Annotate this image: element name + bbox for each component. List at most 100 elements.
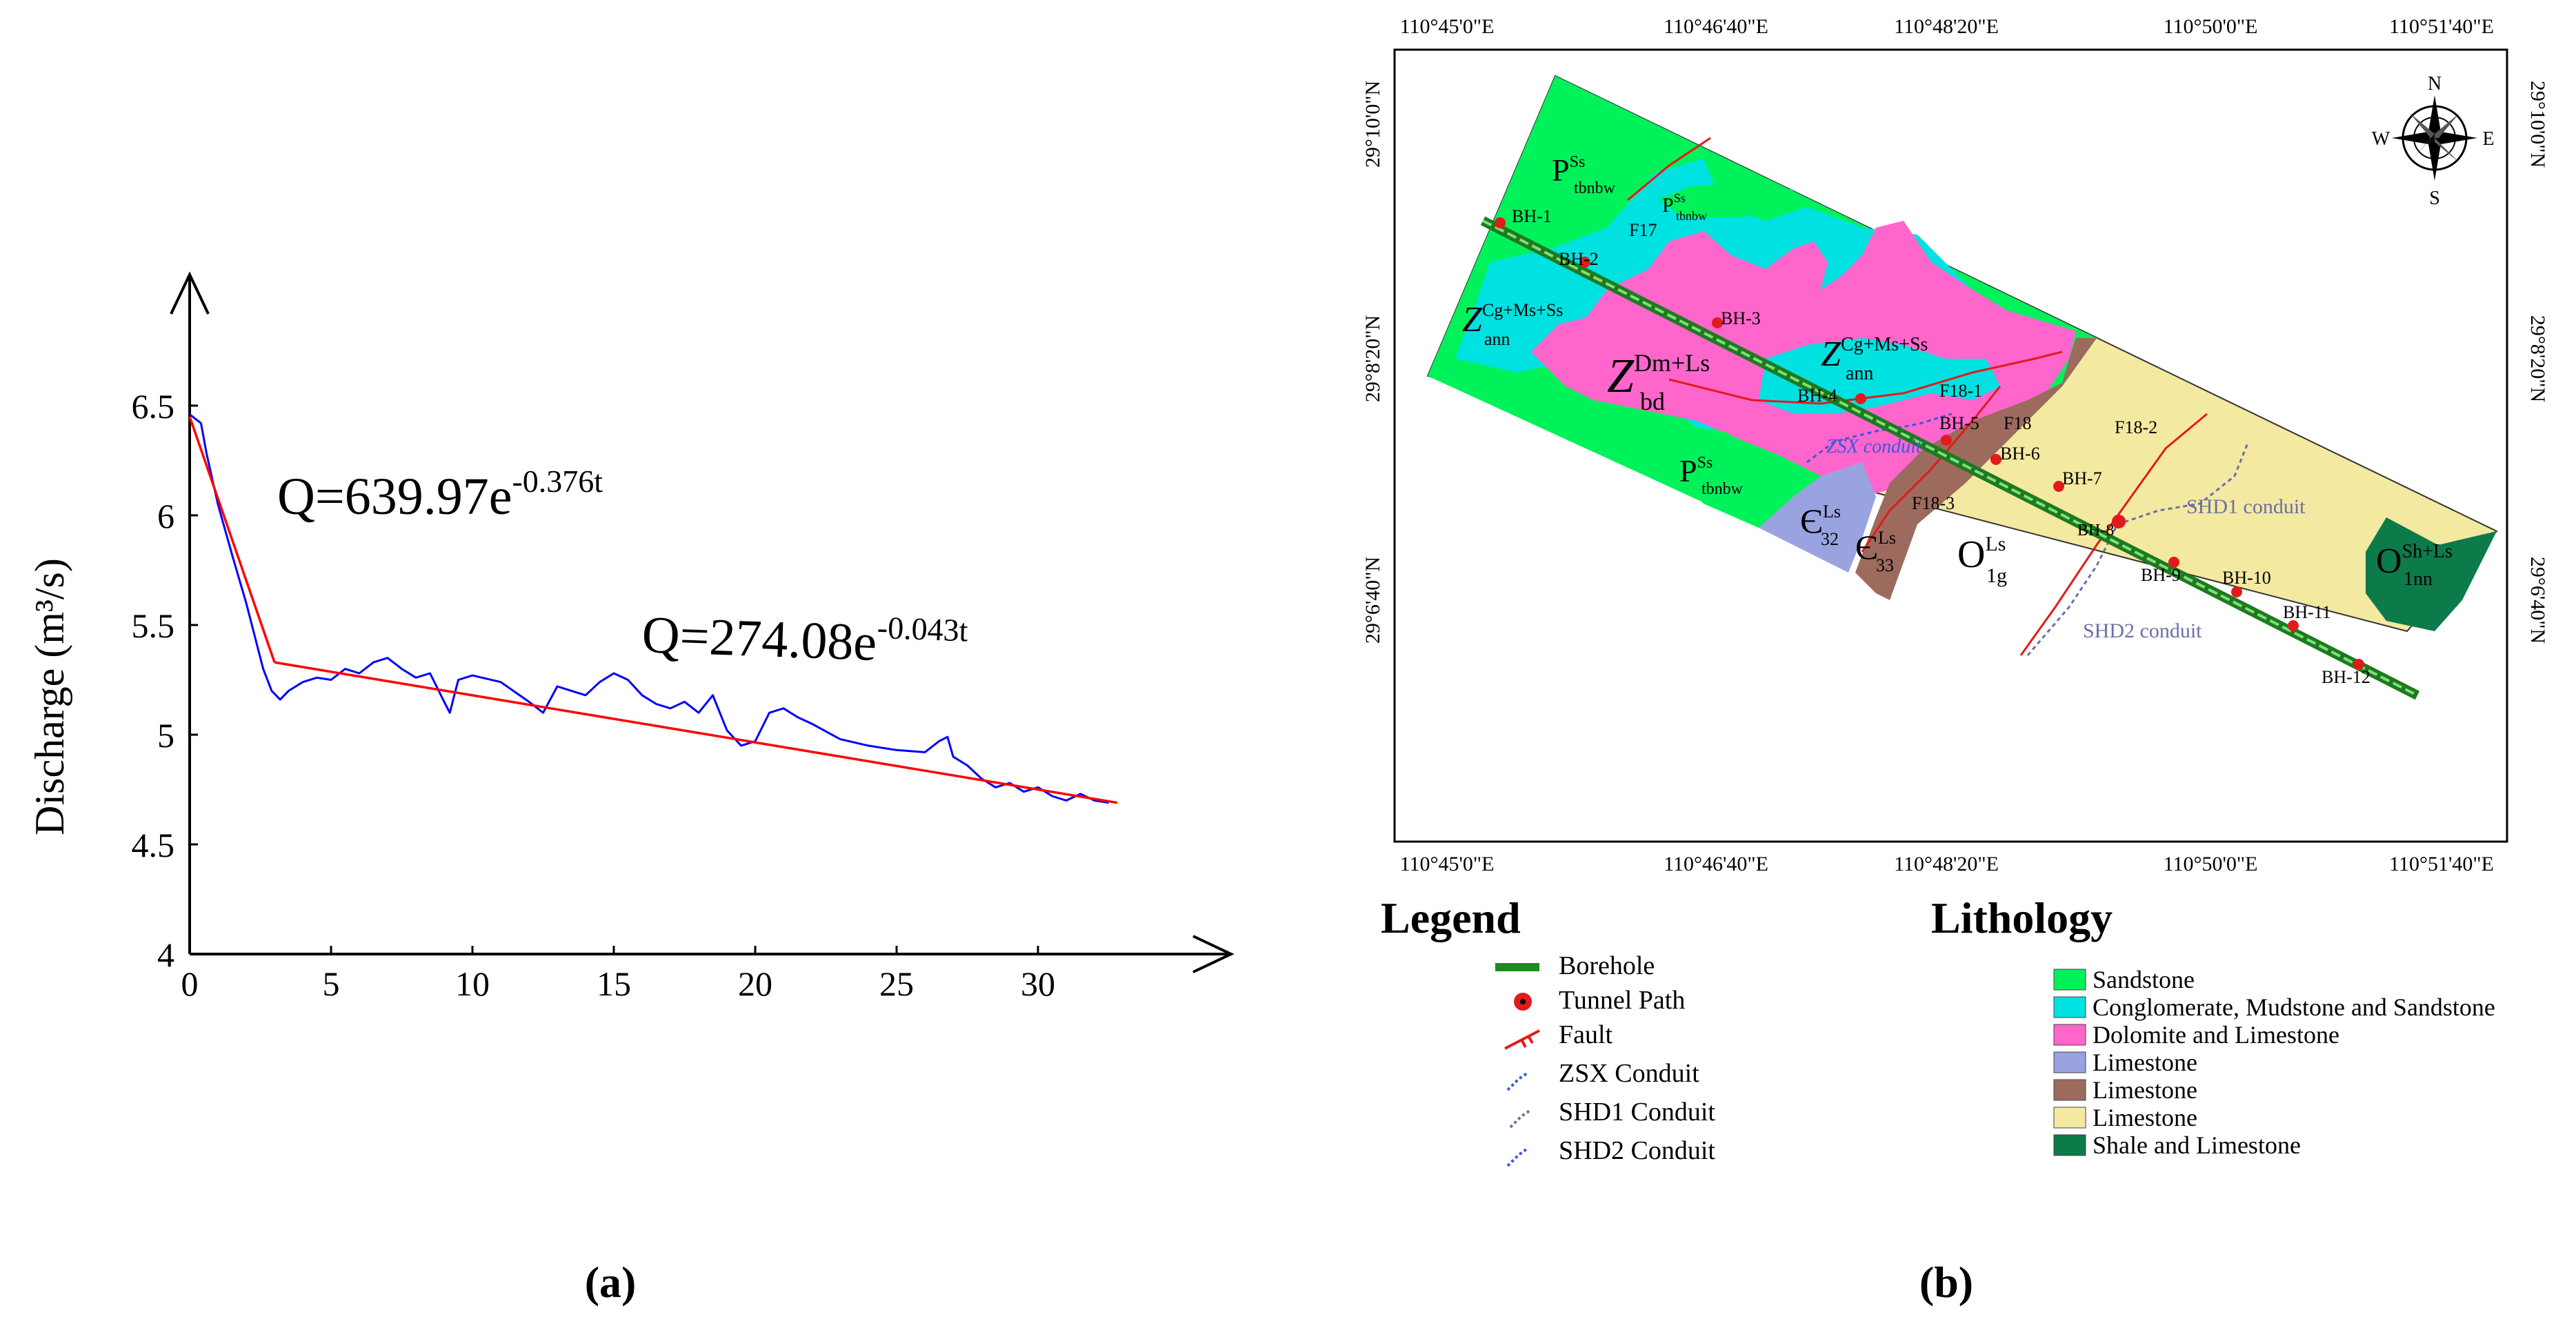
equation-fast-base: Q=639.97e <box>277 468 512 526</box>
lithology-swatch <box>2053 1107 2086 1129</box>
legend-item: ZSX Conduit <box>1559 1059 1699 1088</box>
compass-star-s <box>2428 138 2441 181</box>
y-tick-label: 6 <box>157 497 174 535</box>
legend-symbol-shd2 <box>1506 1147 1530 1167</box>
lithology-item: Shale and Limestone <box>2093 1131 2301 1159</box>
legend-item: SHD2 Conduit <box>1559 1136 1715 1165</box>
map-area-shale <box>2366 517 2497 631</box>
compass-star-e <box>2435 132 2477 144</box>
unit-label: PSs tbnbw <box>1552 152 1616 197</box>
borehole-marker <box>2168 557 2179 568</box>
lithology-item: Dolomite and Limestone <box>2093 1021 2339 1049</box>
lithology-item: Limestone <box>2093 1104 2197 1131</box>
fault-label: F18 <box>2004 413 2031 433</box>
chart-axes <box>170 271 1235 973</box>
lithology-title: Lithology <box>1931 893 2113 942</box>
feature-labels: F17 F18-1 F18 F18-3 F18-2 ZSX conduit SH… <box>1629 220 2306 642</box>
fault-f18-1 <box>1668 350 2063 405</box>
lon-tick-bottom: 110°50'0"E <box>2164 853 2258 875</box>
fast-recession-fit-line <box>188 416 276 663</box>
lon-tick-top: 110°46'40"E <box>1664 15 1768 38</box>
compass-w: W <box>2372 128 2390 150</box>
lithology-key: Lithology Sandstone Conglomerate, Mudsto… <box>1931 893 2495 1159</box>
unit-label: OSh+Ls 1nn <box>2376 541 2453 590</box>
borehole-label: BH-5 <box>1939 413 1979 433</box>
lat-tick-right: 29°6'40"N <box>2526 557 2549 644</box>
unit-label: PSs tbnbw <box>1662 191 1707 223</box>
equation-slow-base: Q=274.08e <box>641 606 877 672</box>
borehole-marker <box>1855 393 1866 404</box>
unit-label: ZCg+Ms+Ss ann <box>1462 300 1563 349</box>
lon-tick-bottom: 110°46'40"E <box>1664 853 1768 875</box>
lithology-swatch <box>2053 1134 2086 1156</box>
legend-item: Tunnel Path <box>1559 986 1685 1015</box>
y-tick-label: 4.5 <box>132 826 175 864</box>
y-axis-arrow <box>170 271 210 315</box>
panel-a-label: (a) <box>585 1258 637 1307</box>
observed-discharge-line <box>189 413 1109 804</box>
equation-slow-recession: Q=274.08e-0.043t <box>641 602 968 675</box>
borehole-marker <box>2053 481 2064 492</box>
lithology-swatch <box>2053 1079 2086 1101</box>
equation-fast-exponent: -0.376t <box>512 464 603 499</box>
y-tick-label: 4 <box>157 935 174 974</box>
panel-b-label: (b) <box>1919 1258 1973 1307</box>
y-axis-label: Discharge (m³/s) <box>27 558 72 835</box>
equation-slow-exponent: -0.043t <box>877 610 969 648</box>
lon-tick-top: 110°50'0"E <box>2164 15 2258 38</box>
compass-e: E <box>2482 128 2494 150</box>
conduit-shd1 <box>2117 441 2250 526</box>
compass-n: N <box>2428 73 2442 95</box>
compass-star-diag <box>2410 113 2459 163</box>
x-tick-label: 15 <box>597 964 631 1003</box>
lon-tick-bottom: 110°51'40"E <box>2389 853 2494 875</box>
x-axis-arrow <box>1192 935 1235 973</box>
y-tick-label: 6.5 <box>132 387 175 426</box>
borehole-label: BH-10 <box>2222 568 2271 588</box>
unit-label: ZCg+Ms+Ss ann <box>1821 334 1928 384</box>
lat-tick-left: 29°8'20"N <box>1361 315 1384 402</box>
unit-label: PSs tbnbw <box>1679 453 1744 498</box>
borehole-label: BH-12 <box>2322 667 2370 687</box>
fault-label: F17 <box>1629 220 1657 240</box>
lon-tick-top: 110°51'40"E <box>2389 15 2494 38</box>
legend-symbol-tunnel-dot <box>1520 999 1526 1004</box>
lithology-swatch <box>2053 996 2086 1018</box>
lat-tick-right: 29°8'20"N <box>2526 315 2549 402</box>
borehole-label: BH-1 <box>1512 206 1552 226</box>
unit-label: ZDm+Ls bd <box>1607 349 1710 415</box>
map-area-limestone-blue <box>1759 462 1876 573</box>
lon-tick-top: 110°45'0"E <box>1400 15 1495 38</box>
x-tick-label: 5 <box>323 964 340 1003</box>
lon-tick-bottom: 110°48'20"E <box>1894 853 1999 875</box>
lat-tick-left: 29°6'40"N <box>1361 557 1384 644</box>
fault-label: F18-1 <box>1939 381 1982 401</box>
borehole-label: BH-7 <box>2062 468 2102 488</box>
tunnel-path-inner <box>1482 219 2418 697</box>
unit-label: OLs 1g <box>1957 533 2007 587</box>
north-arrow: N S E W <box>2372 73 2495 209</box>
unit-labels: PSs tbnbw PSs tbnbw PSs tbnbw ZCg+Ms+Ss ann … <box>1462 152 2453 590</box>
lat-ticks-right: 29°10'0"N 29°8'20"N 29°6'40"N <box>2526 81 2549 644</box>
lithology-swatch <box>2053 1024 2086 1046</box>
borehole-marker <box>1579 257 1590 268</box>
borehole-marker <box>2288 620 2299 631</box>
slow-recession-fit-line <box>274 661 1118 804</box>
discharge-chart: 0 5 10 15 20 25 30 4 4.5 5 5.5 6 6.5 Discharge (m³/s… <box>27 271 1235 1307</box>
lon-tick-bottom: 110°45'0"E <box>1400 853 1495 875</box>
lithology-swatch <box>2053 969 2086 991</box>
legend: Legend Borehole Tunnel Path Fault ZSX Co… <box>1381 893 1715 1167</box>
conduit-zsx <box>1806 413 1953 464</box>
lithology-item: Conglomerate, Mudstone and Sandstone <box>2093 993 2495 1021</box>
borehole-label: BH-9 <box>2141 565 2181 585</box>
lat-ticks-left: 29°10'0"N 29°8'20"N 29°6'40"N <box>1361 81 1384 644</box>
boreholes: BH-1 BH-2 BH-3 BH-4 BH-5 BH-6 BH-7 BH-8 … <box>1495 206 2370 687</box>
borehole-marker <box>1941 435 1952 446</box>
fault-f18-3 <box>1861 386 2001 553</box>
x-tick-label: 0 <box>181 964 199 1003</box>
legend-title: Legend <box>1381 893 1521 942</box>
borehole-marker <box>1495 217 1506 228</box>
compass-star-w <box>2392 132 2435 144</box>
x-tick-label: 10 <box>455 964 490 1003</box>
